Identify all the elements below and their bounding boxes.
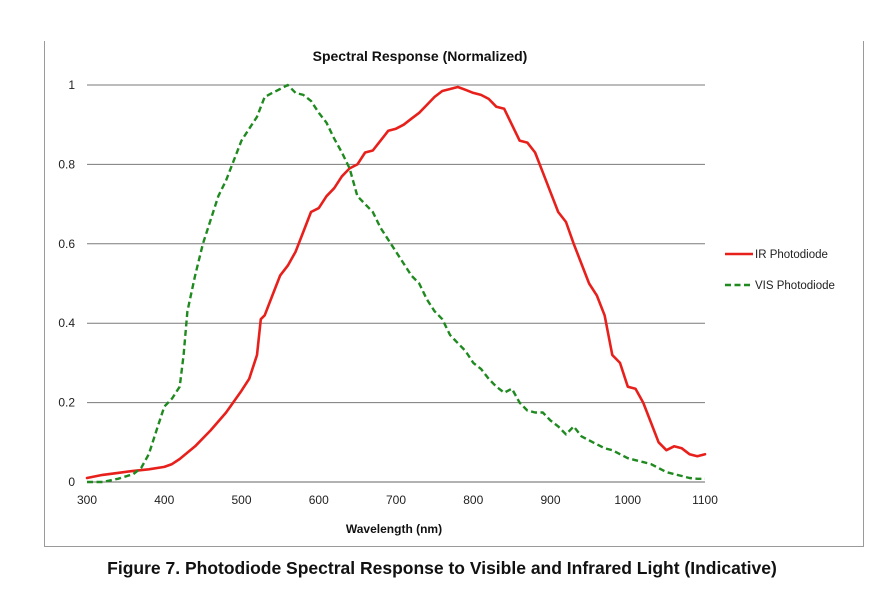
x-tick-label: 1100 [692, 493, 718, 507]
series-line-ir [85, 85, 707, 480]
series-line-vis [87, 83, 705, 484]
y-tick-label: 0.8 [58, 157, 75, 171]
x-tick-label: 800 [463, 493, 483, 507]
figure-caption: Figure 7. Photodiode Spectral Response t… [107, 558, 777, 578]
y-tick-label: 0 [68, 475, 75, 489]
x-tick-label: 900 [540, 493, 560, 507]
chart-legend: IR Photodiode VIS Photodiode [725, 249, 835, 292]
x-tick-label: 300 [77, 493, 97, 507]
x-tick-label: 400 [154, 493, 174, 507]
y-tick-label: 0.4 [58, 316, 75, 330]
y-tick-label: 1 [68, 78, 75, 92]
x-tick-label: 1000 [614, 493, 641, 507]
y-tick-label: 0.6 [58, 237, 75, 251]
x-tick-label: 600 [309, 493, 329, 507]
x-tick-label: 500 [231, 493, 251, 507]
x-axis-label: Wavelength (nm) [346, 522, 442, 536]
spectral-response-chart: Spectral Response (Normalized) 300 400 500… [58, 48, 835, 536]
x-tick-label: 700 [386, 493, 406, 507]
y-tick-label: 0.2 [58, 396, 75, 410]
legend-label-ir: IR Photodiode [755, 249, 828, 261]
legend-label-vis: VIS Photodiode [755, 280, 835, 292]
chart-frame: Spectral Response (Normalized) 300 400 500… [44, 41, 864, 547]
chart-title: Spectral Response (Normalized) [313, 48, 528, 64]
